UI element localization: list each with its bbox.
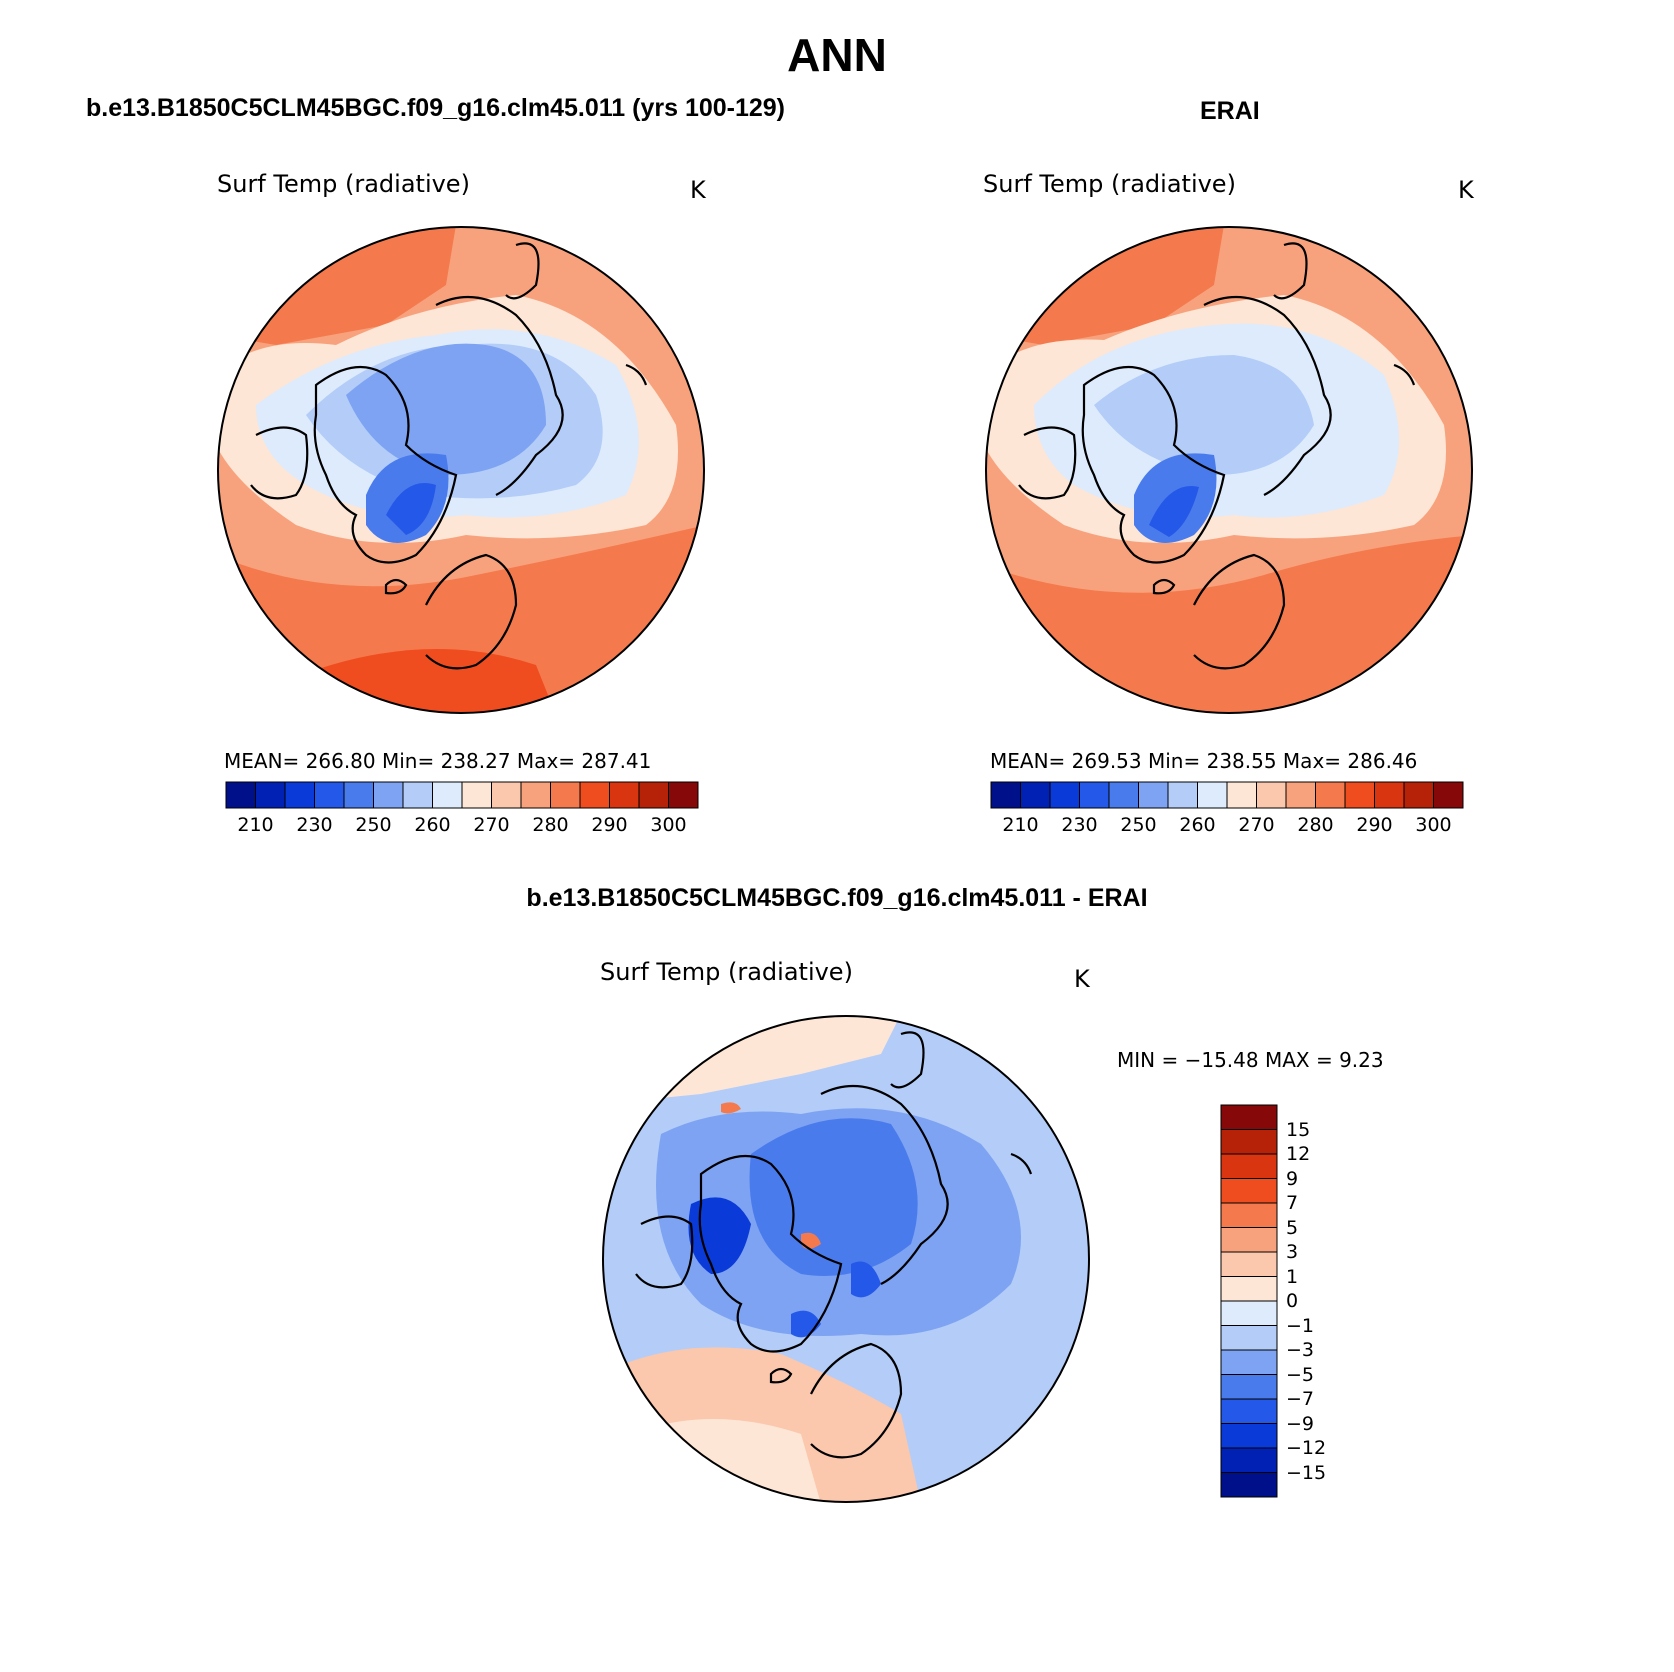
colorbar-swatch xyxy=(225,781,256,809)
colorbar-swatch xyxy=(1220,1472,1278,1498)
obs-panel-header: ERAI xyxy=(1200,97,1260,125)
colorbar-swatch xyxy=(1167,781,1198,809)
colorbar-swatch xyxy=(1285,781,1316,809)
colorbar-tick-label: 250 xyxy=(355,814,392,836)
model-panel-header: b.e13.B1850C5CLM45BGC.f09_g16.clm45.011 … xyxy=(86,94,786,122)
colorbar-swatch xyxy=(1220,1325,1278,1351)
colorbar-swatch xyxy=(1079,781,1110,809)
colorbar-swatch xyxy=(1138,781,1169,809)
diff-stats: MIN = −15.48 MAX = 9.23 xyxy=(1117,1048,1384,1072)
obs-polar-map xyxy=(985,226,1473,714)
colorbar-swatch xyxy=(1220,1349,1278,1375)
colorbar-tick-label: −5 xyxy=(1286,1363,1315,1386)
colorbar-tick-label: 7 xyxy=(1286,1192,1299,1214)
colorbar-swatch xyxy=(1374,781,1405,809)
colorbar-swatch xyxy=(284,781,315,809)
colorbar-swatch xyxy=(550,781,581,809)
colorbar-tick-label: −9 xyxy=(1286,1412,1315,1435)
colorbar-tick-label: −3 xyxy=(1286,1339,1315,1361)
colorbar-tick-label: 230 xyxy=(1061,814,1098,836)
colorbar-tick-label: −15 xyxy=(1286,1461,1327,1484)
colorbar-swatch xyxy=(1220,1153,1278,1179)
colorbar-tick-label: 300 xyxy=(650,814,687,836)
diff-colorbar xyxy=(1220,1104,1278,1498)
colorbar-swatch xyxy=(1220,1398,1278,1424)
colorbar-tick-label: 3 xyxy=(1286,1241,1299,1263)
figure-title: ANN xyxy=(787,29,887,81)
obs-stats: MEAN= 269.53 Min= 238.55 Max= 286.46 xyxy=(990,749,1418,773)
colorbar-tick-label: 290 xyxy=(591,814,628,836)
model-units-label: K xyxy=(690,176,706,204)
colorbar-swatch xyxy=(579,781,610,809)
colorbar-swatch xyxy=(990,781,1021,809)
colorbar-tick-label: 280 xyxy=(1297,814,1334,836)
colorbar-tick-label: 210 xyxy=(1002,814,1039,836)
colorbar-tick-label: 280 xyxy=(532,814,569,836)
colorbar-swatch xyxy=(1049,781,1080,809)
colorbar-tick-label: 15 xyxy=(1286,1118,1311,1141)
colorbar-swatch xyxy=(1220,1227,1278,1253)
colorbar-tick-label: 230 xyxy=(296,814,333,836)
colorbar-tick-label: 210 xyxy=(237,814,274,836)
colorbar-swatch xyxy=(668,781,699,809)
colorbar-swatch xyxy=(1433,781,1464,809)
colorbar-tick-label: 290 xyxy=(1356,814,1393,836)
colorbar-swatch xyxy=(1220,1423,1278,1449)
colorbar-swatch xyxy=(491,781,522,809)
colorbar-swatch xyxy=(1220,1300,1278,1326)
colorbar-swatch xyxy=(1108,781,1139,809)
colorbar-swatch xyxy=(1220,1178,1278,1204)
diff-units-label: K xyxy=(1074,965,1090,993)
diff-variable-label: Surf Temp (radiative) xyxy=(600,958,853,986)
colorbar-swatch xyxy=(609,781,640,809)
colorbar-swatch xyxy=(343,781,374,809)
colorbar-swatch xyxy=(461,781,492,809)
colorbar-swatch xyxy=(1220,1129,1278,1155)
colorbar-swatch xyxy=(1220,1251,1278,1277)
obs-variable-label: Surf Temp (radiative) xyxy=(983,170,1236,198)
colorbar-tick-label: 250 xyxy=(1120,814,1157,836)
colorbar-swatch xyxy=(1256,781,1287,809)
colorbar-swatch xyxy=(1197,781,1228,809)
colorbar-swatch xyxy=(1226,781,1257,809)
colorbar-tick-label: 9 xyxy=(1286,1167,1299,1190)
colorbar-tick-label: −12 xyxy=(1286,1437,1327,1459)
colorbar-tick-label: 1 xyxy=(1286,1265,1299,1288)
colorbar-swatch xyxy=(1220,1374,1278,1400)
diff-polar-map xyxy=(602,1015,1090,1503)
colorbar-swatch xyxy=(373,781,404,809)
colorbar-swatch xyxy=(520,781,551,809)
colorbar-swatch xyxy=(255,781,286,809)
colorbar-swatch xyxy=(638,781,669,809)
colorbar-tick-label: 300 xyxy=(1415,814,1452,836)
model-colorbar: 210 230 250 260 270 280 290 300 xyxy=(225,781,699,836)
model-stats: MEAN= 266.80 Min= 238.27 Max= 287.41 xyxy=(224,749,652,773)
colorbar-swatch xyxy=(432,781,463,809)
diff-panel-header: b.e13.B1850C5CLM45BGC.f09_g16.clm45.011 … xyxy=(526,884,1148,912)
colorbar-tick-label: 0 xyxy=(1286,1290,1299,1312)
colorbar-tick-label: 12 xyxy=(1286,1143,1311,1165)
colorbar-tick-label: 260 xyxy=(1179,814,1216,836)
colorbar-tick-label: 270 xyxy=(1238,814,1275,836)
colorbar-swatch xyxy=(314,781,345,809)
model-variable-label: Surf Temp (radiative) xyxy=(217,170,470,198)
colorbar-swatch xyxy=(1020,781,1051,809)
model-polar-map xyxy=(217,226,705,714)
colorbar-swatch xyxy=(1220,1104,1278,1130)
colorbar-swatch xyxy=(1220,1447,1278,1473)
colorbar-tick-label: 270 xyxy=(473,814,510,836)
colorbar-swatch xyxy=(1315,781,1346,809)
colorbar-tick-label: 260 xyxy=(414,814,451,836)
colorbar-swatch xyxy=(402,781,433,809)
colorbar-tick-label: 5 xyxy=(1286,1216,1299,1239)
obs-colorbar: 210 230 250 260 270 280 290 300 xyxy=(990,781,1464,836)
colorbar-swatch xyxy=(1403,781,1434,809)
obs-units-label: K xyxy=(1458,176,1474,204)
colorbar-tick-label: −7 xyxy=(1286,1388,1315,1410)
colorbar-swatch xyxy=(1220,1276,1278,1302)
colorbar-swatch xyxy=(1344,781,1375,809)
colorbar-tick-label: −1 xyxy=(1286,1314,1315,1337)
colorbar-swatch xyxy=(1220,1202,1278,1228)
